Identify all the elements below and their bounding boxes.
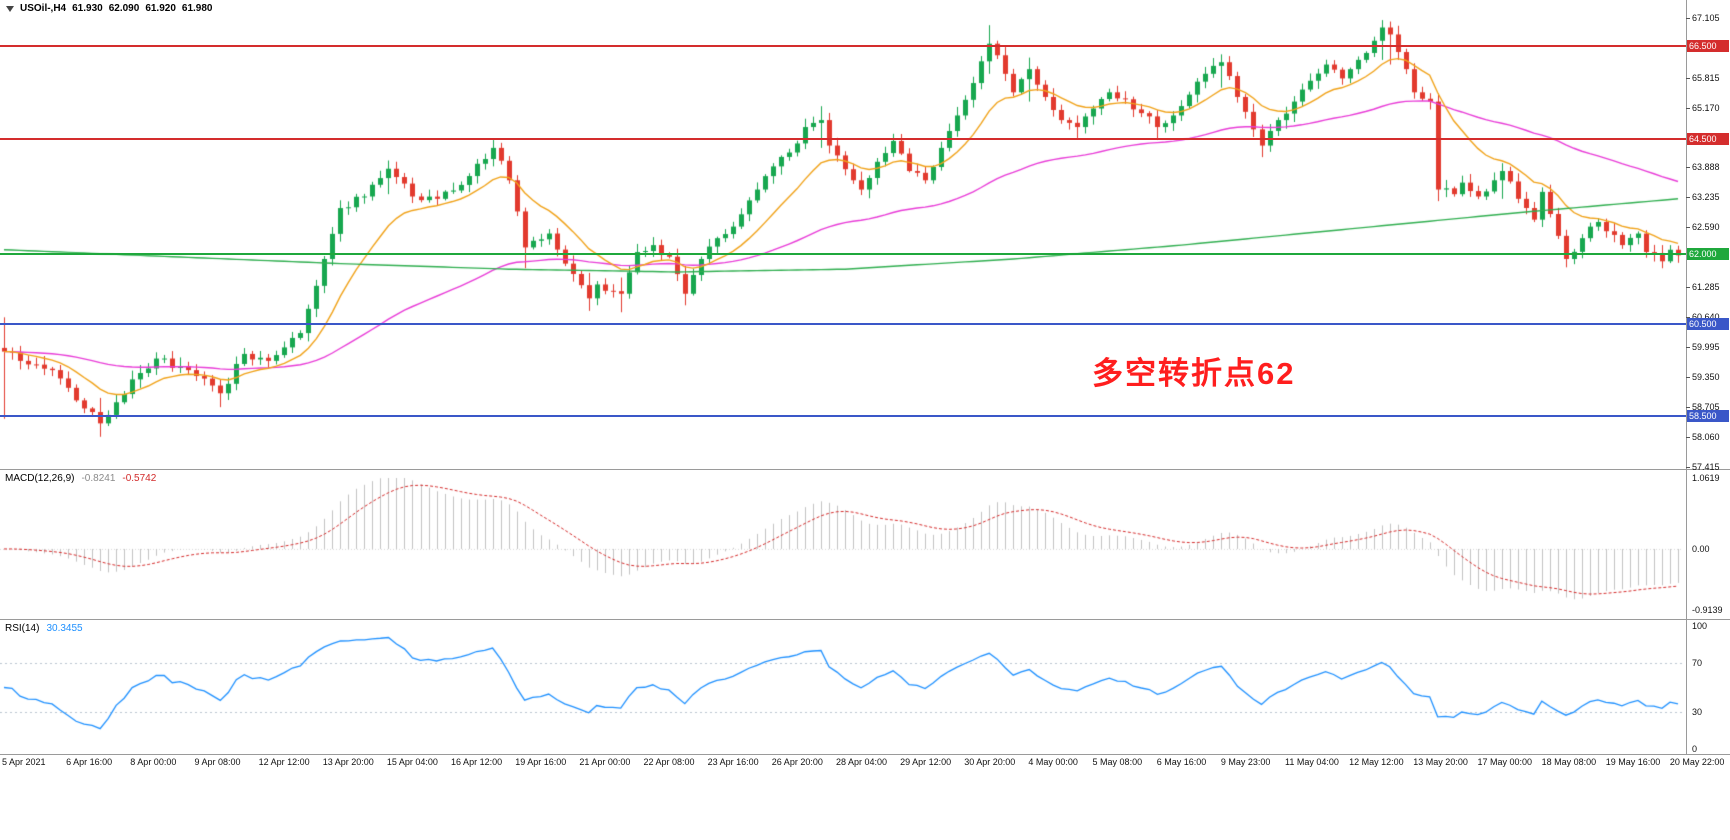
macd-axis--0.9139: -0.9139 [1692,605,1723,615]
symbol-name: USOil-,H4 [20,3,67,14]
price-tick-65.170: 65.170 [1692,102,1720,113]
price-tick-60.640: 60.640 [1692,312,1720,323]
time-label-17: 5 May 08:00 [1092,757,1143,767]
ohlc-low: 61.920 [145,3,176,14]
time-label-0: 5 Apr 2021 [2,757,46,767]
macd-main-value: -0.8241 [81,473,116,484]
rsi-name: RSI(14) [5,623,40,634]
time-label-2: 8 Apr 00:00 [130,757,177,767]
annotation-text[interactable]: 多空转折点62 [1092,356,1296,391]
price-tick-63.888: 63.888 [1692,161,1720,172]
chart-marker-icon [6,5,14,12]
rsi-axis-70: 70 [1692,657,1703,668]
level-price-label-64.500: 64.500 [1687,132,1729,145]
rsi-axis-0: 0 [1692,744,1698,754]
price-tick-67.105: 67.105 [1692,13,1720,23]
macd-signal-value: -0.5742 [122,473,157,484]
time-label-21: 12 May 12:00 [1349,757,1404,767]
macd-axis-1.0619: 1.0619 [1692,473,1720,483]
time-label-11: 23 Apr 16:00 [707,757,759,767]
time-label-9: 21 Apr 00:00 [579,757,631,767]
time-label-4: 12 Apr 12:00 [258,757,310,767]
level-line-64.500[interactable] [0,137,1686,140]
panel-splitter-macd[interactable] [0,469,1730,470]
price-tick-59.995: 59.995 [1692,342,1720,353]
time-label-3: 9 Apr 08:00 [194,757,241,767]
level-price-label-60.500: 60.500 [1687,317,1729,330]
time-label-1: 6 Apr 16:00 [66,757,113,767]
macd-name: MACD(12,26,9) [5,473,75,484]
macd-canvas[interactable] [0,470,1686,618]
time-axis-border [0,754,1730,755]
price-tick-62.590: 62.590 [1692,222,1720,233]
time-label-20: 11 May 04:00 [1285,757,1339,767]
rsi-value: 30.3455 [46,623,83,634]
time-label-18: 6 May 16:00 [1156,757,1207,767]
macd-axis-0.00: 0.00 [1692,543,1710,554]
price-tick-61.285: 61.285 [1692,282,1720,293]
time-label-14: 29 Apr 12:00 [900,757,952,767]
level-line-62.000[interactable] [0,253,1686,256]
time-label-26: 20 May 22:00 [1669,757,1725,767]
rsi-axis-30: 30 [1692,707,1703,718]
level-line-60.500[interactable] [0,322,1686,325]
chart-title: USOil-,H4 61.930 62.090 61.920 61.980 [6,3,213,14]
time-label-13: 28 Apr 04:00 [835,757,887,767]
macd-label: MACD(12,26,9) -0.8241 -0.5742 [5,473,156,484]
rsi-axis-100: 100 [1692,621,1708,631]
time-label-10: 22 Apr 08:00 [643,757,695,767]
time-label-5: 13 Apr 20:00 [322,757,374,767]
price-tick-63.235: 63.235 [1692,192,1720,203]
time-label-6: 15 Apr 04:00 [386,757,438,767]
price-tick-58.060: 58.060 [1692,431,1720,442]
ohlc-high: 62.090 [108,3,140,14]
rsi-canvas[interactable] [0,620,1686,755]
time-label-15: 30 Apr 20:00 [964,757,1016,767]
level-line-66.500[interactable] [0,45,1686,48]
price-chart-canvas[interactable] [0,0,1686,468]
price-tick-65.815: 65.815 [1692,72,1720,83]
time-label-12: 26 Apr 20:00 [771,757,823,767]
ohlc-open: 61.930 [72,3,103,14]
time-label-19: 9 May 23:00 [1220,757,1271,767]
panel-splitter-rsi[interactable] [0,619,1730,620]
ohlc-close: 61.980 [181,3,213,14]
level-price-label-66.500: 66.500 [1687,40,1729,53]
rsi-label: RSI(14) 30.3455 [5,623,83,634]
price-tick-58.705: 58.705 [1692,401,1720,412]
time-label-8: 19 Apr 16:00 [515,757,567,767]
level-price-label-62.000: 62.000 [1687,248,1729,261]
time-label-16: 4 May 00:00 [1028,757,1078,767]
level-price-label-58.500: 58.500 [1687,410,1729,423]
level-line-58.500[interactable] [0,415,1686,418]
time-label-7: 16 Apr 12:00 [451,757,503,767]
time-label-24: 18 May 08:00 [1541,757,1597,767]
price-tick-59.350: 59.350 [1692,372,1720,383]
time-label-22: 13 May 20:00 [1413,757,1468,767]
time-label-25: 19 May 16:00 [1605,757,1661,767]
time-label-23: 17 May 00:00 [1477,757,1532,767]
price-axis-border [1686,0,1687,754]
price-tick-57.415: 57.415 [1692,461,1720,472]
